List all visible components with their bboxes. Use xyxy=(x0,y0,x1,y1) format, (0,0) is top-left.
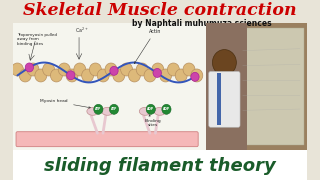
Circle shape xyxy=(113,69,125,82)
Ellipse shape xyxy=(139,107,151,115)
Ellipse shape xyxy=(154,107,166,115)
Circle shape xyxy=(212,50,236,75)
Text: Ca$^{2+}$: Ca$^{2+}$ xyxy=(76,26,89,35)
Circle shape xyxy=(25,63,34,72)
Circle shape xyxy=(67,71,75,80)
Text: Tropomyosin pulled
away from
binding sites: Tropomyosin pulled away from binding sit… xyxy=(17,33,57,46)
Text: ADP: ADP xyxy=(147,107,154,111)
Circle shape xyxy=(51,69,62,82)
Circle shape xyxy=(27,63,39,76)
Circle shape xyxy=(66,69,78,82)
Circle shape xyxy=(183,63,195,76)
Circle shape xyxy=(97,69,109,82)
Text: ADP: ADP xyxy=(163,107,170,111)
Circle shape xyxy=(105,63,117,76)
Circle shape xyxy=(144,69,156,82)
Text: sliding filament theory: sliding filament theory xyxy=(44,157,276,175)
FancyBboxPatch shape xyxy=(209,71,240,127)
Circle shape xyxy=(12,63,23,76)
Ellipse shape xyxy=(101,107,114,115)
Circle shape xyxy=(160,69,172,82)
Circle shape xyxy=(35,69,47,82)
Circle shape xyxy=(89,63,101,76)
Circle shape xyxy=(128,69,140,82)
Text: by Naphtali muhumuza sciences: by Naphtali muhumuza sciences xyxy=(132,19,271,28)
Text: Skeletal Muscle contraction: Skeletal Muscle contraction xyxy=(23,2,297,19)
Bar xyxy=(206,23,307,150)
Circle shape xyxy=(109,104,119,114)
Circle shape xyxy=(43,63,55,76)
Text: Myosin head: Myosin head xyxy=(40,99,91,108)
Circle shape xyxy=(167,63,180,76)
Bar xyxy=(13,23,206,150)
Bar xyxy=(217,73,221,125)
Circle shape xyxy=(191,69,203,82)
Circle shape xyxy=(82,69,93,82)
Circle shape xyxy=(136,63,148,76)
Ellipse shape xyxy=(87,107,99,115)
Circle shape xyxy=(74,63,86,76)
FancyBboxPatch shape xyxy=(16,132,198,147)
Text: Binding
sites: Binding sites xyxy=(144,115,161,127)
Circle shape xyxy=(94,104,103,114)
Circle shape xyxy=(153,68,161,77)
Circle shape xyxy=(58,63,70,76)
Bar xyxy=(238,28,304,145)
Circle shape xyxy=(110,66,118,75)
Circle shape xyxy=(146,104,156,114)
Text: ATP: ATP xyxy=(111,107,117,111)
Text: Actin: Actin xyxy=(134,29,161,64)
Bar xyxy=(206,23,247,150)
Text: ATP: ATP xyxy=(95,107,101,111)
Bar xyxy=(13,150,307,180)
Circle shape xyxy=(175,69,187,82)
Circle shape xyxy=(19,69,31,82)
Circle shape xyxy=(152,63,164,76)
Circle shape xyxy=(162,104,171,114)
Circle shape xyxy=(191,72,199,81)
Circle shape xyxy=(121,63,132,76)
